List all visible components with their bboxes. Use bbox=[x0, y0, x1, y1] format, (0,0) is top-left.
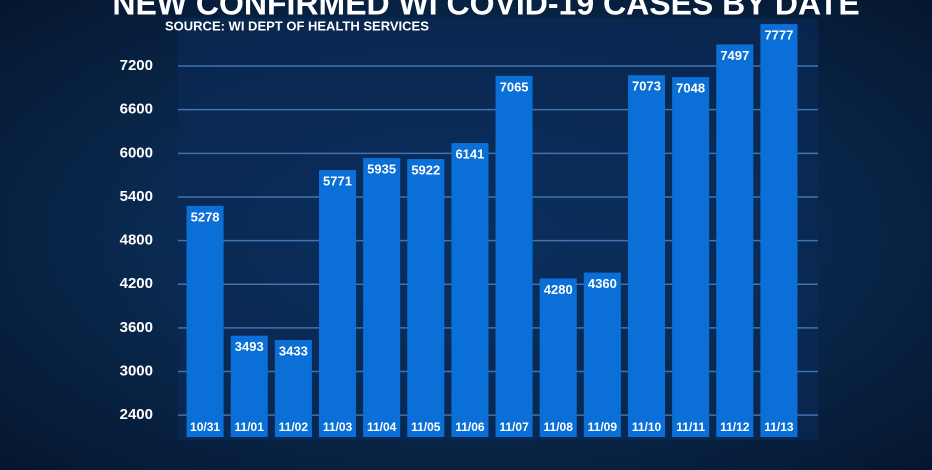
bar bbox=[627, 75, 666, 437]
y-tick-label: 3000 bbox=[120, 363, 153, 380]
value-label: 5935 bbox=[367, 161, 396, 176]
y-tick-label: 6000 bbox=[120, 144, 153, 161]
bar bbox=[363, 158, 401, 438]
y-tick-label: 5400 bbox=[120, 188, 153, 205]
y-tick-label: 3600 bbox=[120, 319, 153, 336]
x-tick-label: 11/10 bbox=[632, 420, 662, 434]
x-tick-label: 11/12 bbox=[720, 420, 750, 434]
bar bbox=[539, 278, 577, 437]
bar bbox=[672, 77, 710, 437]
value-label: 6141 bbox=[455, 147, 484, 162]
value-label: 7073 bbox=[632, 79, 661, 94]
value-label: 3493 bbox=[235, 339, 264, 354]
value-label: 4280 bbox=[544, 282, 573, 297]
x-tick-label: 11/13 bbox=[764, 420, 794, 434]
x-tick-label: 11/11 bbox=[676, 420, 705, 434]
bar bbox=[186, 205, 224, 437]
x-tick-label: 11/06 bbox=[455, 420, 485, 434]
value-label: 7777 bbox=[764, 28, 793, 43]
value-label: 7497 bbox=[720, 48, 749, 63]
bar bbox=[583, 272, 621, 437]
bar bbox=[318, 169, 357, 438]
x-tick-label: 11/02 bbox=[279, 420, 309, 434]
bar bbox=[451, 143, 489, 437]
bar bbox=[760, 24, 798, 438]
x-tick-label: 10/31 bbox=[190, 420, 220, 434]
bar bbox=[230, 335, 268, 437]
x-tick-label: 11/08 bbox=[544, 420, 574, 434]
y-tick-label: 2400 bbox=[120, 406, 153, 423]
x-tick-label: 11/04 bbox=[367, 420, 397, 434]
chart-subtitle: SOURCE: WI DEPT OF HEALTH SERVICES bbox=[165, 18, 429, 33]
value-label: 4360 bbox=[588, 276, 617, 291]
y-tick-label: 7200 bbox=[120, 57, 153, 74]
x-tick-label: 11/09 bbox=[588, 420, 618, 434]
x-tick-label: 11/03 bbox=[323, 420, 353, 434]
x-tick-label: 11/01 bbox=[235, 420, 265, 434]
bar bbox=[274, 340, 312, 437]
value-label: 5922 bbox=[411, 162, 440, 177]
value-label: 5771 bbox=[323, 173, 352, 188]
value-label: 7048 bbox=[676, 81, 705, 96]
bar bbox=[716, 44, 754, 437]
value-label: 7065 bbox=[500, 79, 529, 94]
y-tick-label: 4800 bbox=[120, 232, 153, 249]
bar bbox=[495, 75, 533, 438]
value-label: 3433 bbox=[279, 343, 308, 358]
y-tick-label: 4200 bbox=[120, 275, 153, 292]
value-label: 5278 bbox=[191, 209, 220, 224]
x-tick-label: 11/07 bbox=[499, 420, 529, 434]
bar bbox=[407, 158, 445, 437]
chart-title: NEW CONFIRMED WI COVID-19 CASES BY DATE bbox=[112, 0, 859, 21]
y-tick-label: 6600 bbox=[120, 101, 153, 118]
x-tick-label: 11/05 bbox=[411, 420, 441, 434]
